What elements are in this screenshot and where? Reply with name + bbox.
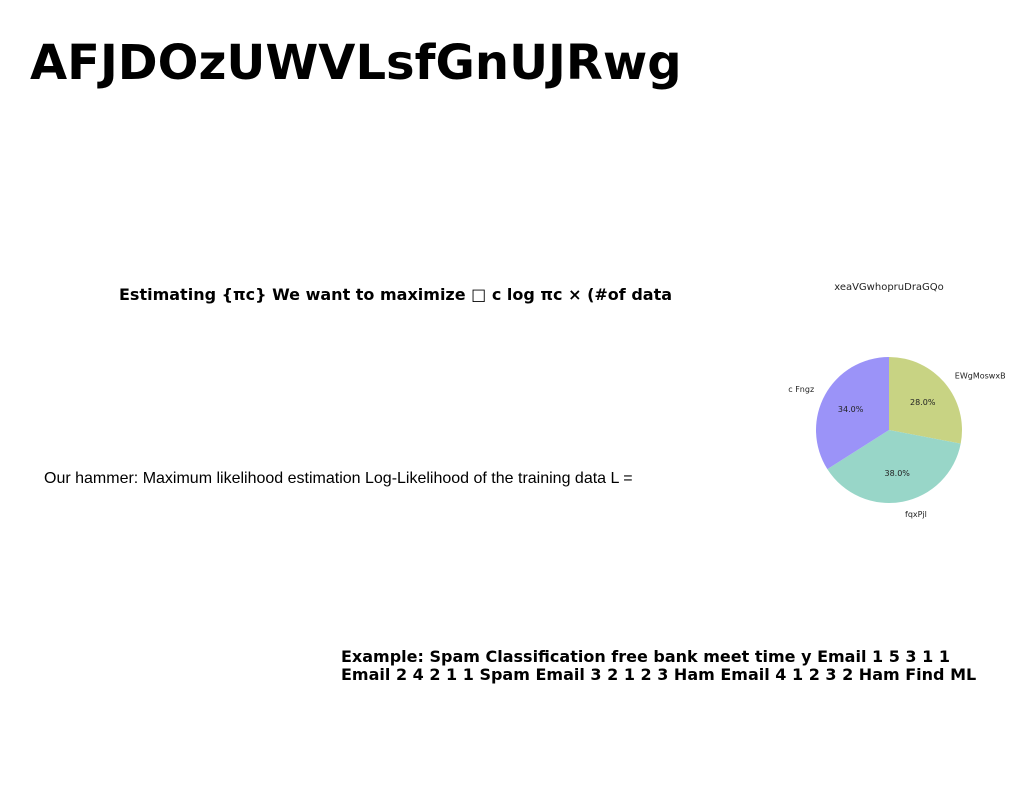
pie-slice-label: fqxPjl <box>905 510 927 519</box>
pie-slice-fqxpjl <box>827 430 961 503</box>
slide-title: AFJDOzUWVLsfGnUJRwg <box>30 35 682 91</box>
pie-slice-label: c Fngz <box>788 385 814 394</box>
pie-chart-svg: xeaVGwhopruDraGQo 28.0% EWgMoswxB 38.0% fqx… <box>788 282 1006 519</box>
pie-slice-c-fngz <box>816 357 889 470</box>
chart-title: xeaVGwhopruDraGQo <box>834 282 944 293</box>
pie-slice-label: EWgMoswxB <box>955 372 1006 381</box>
example-text: Example: Spam Classification free bank m… <box>341 647 977 684</box>
pie-pct-label: 34.0% <box>838 405 864 414</box>
pie-chart: xeaVGwhopruDraGQo 28.0% EWgMoswxB 38.0% fqx… <box>780 272 1010 582</box>
pie-slice-ewgmoswxb <box>889 357 962 444</box>
estimating-text: Estimating {πc} We want to maximize □ c … <box>119 285 673 304</box>
pie-pct-label: 28.0% <box>910 398 936 407</box>
hammer-text: Our hammer: Maximum likelihood estimatio… <box>44 470 633 487</box>
pie-pct-label: 38.0% <box>884 469 910 478</box>
